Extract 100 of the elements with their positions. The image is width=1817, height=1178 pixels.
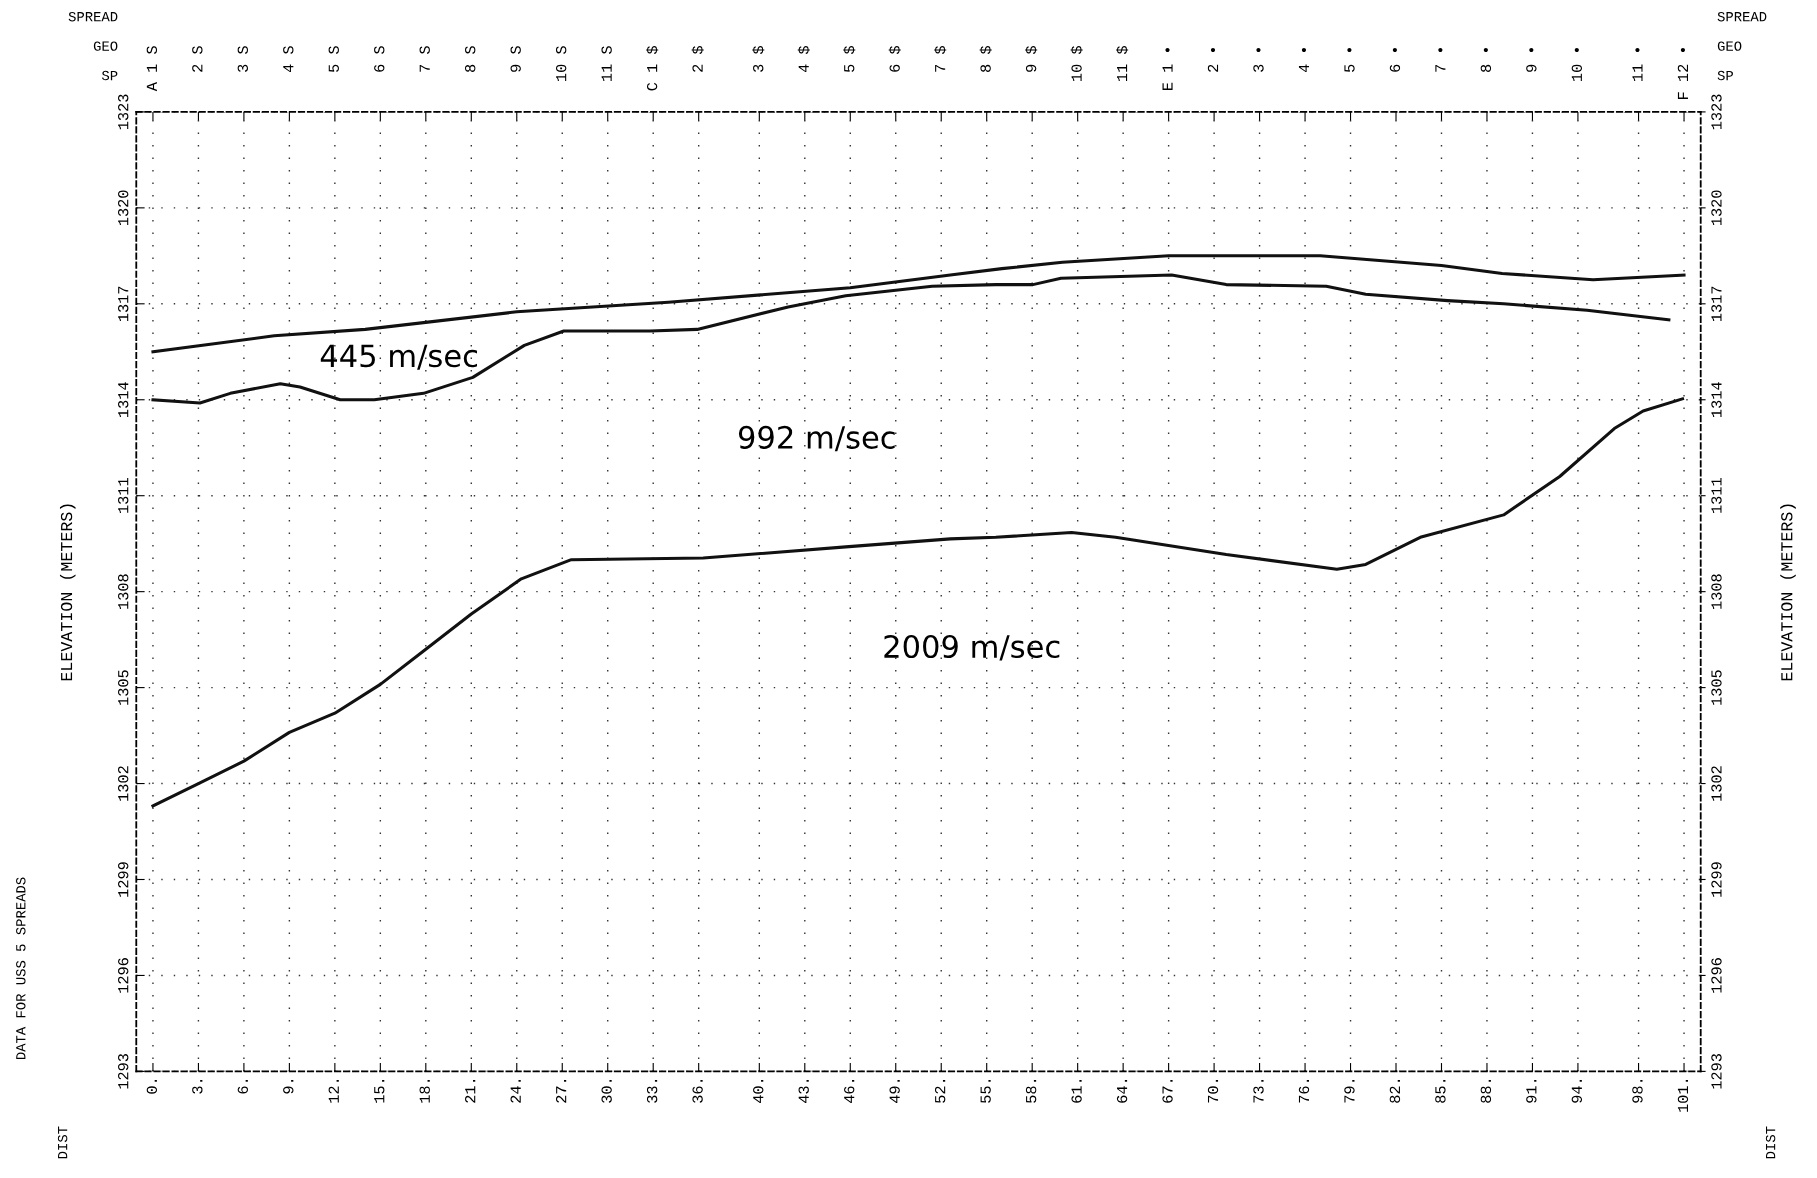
x-tick-label: 52. — [934, 1079, 946, 1103]
x-tick-label: 61. — [1071, 1079, 1082, 1103]
text: 2 • — [1207, 47, 1219, 72]
text: 4 S — [283, 46, 294, 73]
text: 10 $ — [1070, 45, 1083, 81]
text: 2 S — [192, 46, 203, 72]
x-tick-label: 85. — [1435, 1079, 1446, 1103]
x-tick-label: 33. — [646, 1079, 658, 1103]
y-tick-label: 1320 — [118, 190, 129, 226]
y-tick-label: 1293 — [118, 1054, 129, 1089]
y2-tick-label: 1314 — [1711, 382, 1722, 417]
y2-tick-label: 1293 — [1711, 1054, 1722, 1089]
text: 6 S — [374, 46, 385, 72]
x-tick-label: 43. — [798, 1079, 809, 1103]
text: E 1 • — [1162, 47, 1173, 91]
text: 2 $ — [691, 45, 704, 72]
y2-tick-label: 1296 — [1711, 958, 1722, 993]
y2-tick-label: 1302 — [1711, 766, 1722, 801]
text: 9 S — [510, 46, 521, 72]
text: 8 • — [1480, 47, 1492, 72]
text: 11 • — [1632, 47, 1643, 81]
text: C 1 $ — [646, 45, 659, 91]
x-tick-label: 64. — [1116, 1079, 1128, 1103]
x-tick-label: 55. — [980, 1079, 991, 1103]
y-tick-label: 1299 — [118, 862, 129, 897]
x-tick-label: 24. — [510, 1079, 521, 1103]
x-tick-label: 82. — [1389, 1079, 1401, 1103]
text: 8 $ — [979, 45, 992, 72]
y-tick-label: 1314 — [118, 382, 129, 417]
text: GEO — [1717, 41, 1742, 51]
y-tick-label: 1311 — [118, 478, 129, 513]
line-series — [151, 273, 1671, 405]
x-tick-label: 91. — [1526, 1079, 1537, 1103]
text: 3 S — [237, 46, 249, 72]
text: DATA FOR USS 5 SPREADS — [16, 877, 26, 1060]
text: GEO — [93, 41, 118, 51]
text: 9 $ — [1025, 45, 1038, 72]
y-tick-label: 1308 — [118, 574, 129, 609]
x-tick-label: 49. — [889, 1079, 900, 1103]
x-tick-label: 67. — [1162, 1079, 1173, 1103]
x-tick-label: 12. — [328, 1079, 339, 1103]
x-tick-label: 88. — [1480, 1079, 1492, 1103]
x-tick-label: 76. — [1298, 1079, 1310, 1103]
text: 11 $ — [1116, 45, 1129, 81]
y-tick-label: 1302 — [118, 766, 129, 801]
text: DIST — [57, 1126, 68, 1159]
x-tick-label: 58. — [1025, 1079, 1037, 1103]
x-tick-label: 9. — [283, 1079, 294, 1094]
x-tick-label: 27. — [555, 1079, 567, 1103]
text: 7 • — [1435, 47, 1446, 72]
x-tick-label: 3. — [192, 1079, 203, 1094]
y2-tick-label: 1305 — [1711, 670, 1722, 705]
text: SPREAD — [68, 11, 118, 22]
x-tick-label: 18. — [419, 1079, 430, 1103]
y-tick-label: 1305 — [118, 670, 129, 705]
text: 3 $ — [752, 45, 765, 72]
text: 5 • — [1344, 47, 1355, 72]
text: 7 $ — [934, 45, 947, 72]
text: 7 S — [419, 46, 430, 72]
text: 6 $ — [888, 45, 901, 72]
annotation: 992 m/sec — [738, 425, 895, 452]
text: SP — [1717, 70, 1733, 81]
text: 5 $ — [843, 45, 856, 72]
text: 4 • — [1298, 47, 1310, 73]
x-tick-label: 79. — [1344, 1079, 1355, 1103]
text: 5 S — [328, 46, 339, 72]
y-tick-label: 1296 — [118, 958, 129, 993]
text: 3 • — [1253, 47, 1264, 72]
y2-tick-label: 1323 — [1711, 94, 1722, 130]
text: 4 $ — [797, 45, 810, 73]
y2-tick-label: 1299 — [1711, 862, 1722, 897]
y-axis-title: ELEVATION (METERS) — [59, 504, 76, 681]
x-tick-label: 15. — [374, 1079, 385, 1103]
text: SP — [101, 70, 118, 81]
annotation: 445 m/sec — [320, 344, 478, 370]
text: DIST — [1765, 1126, 1776, 1159]
y-tick-label: 1323 — [118, 94, 129, 130]
x-tick-label: 101. — [1677, 1079, 1689, 1112]
text: 9 • — [1526, 47, 1537, 72]
x-tick-label: 40. — [753, 1079, 764, 1103]
x-tick-label: 94. — [1571, 1079, 1583, 1103]
x-tick-label: 36. — [692, 1079, 703, 1103]
x-tick-label: 6. — [237, 1079, 249, 1094]
text: 10 • — [1571, 47, 1583, 81]
x-tick-label: 21. — [465, 1079, 476, 1103]
text: A 1 S — [146, 46, 158, 92]
x-tick-label: 0. — [146, 1079, 158, 1094]
y2-tick-label: 1317 — [1711, 286, 1722, 322]
text: F 12 • — [1677, 47, 1688, 99]
x-tick-label: 46. — [844, 1079, 855, 1103]
y2-axis-title: ELEVATION (METERS) — [1780, 504, 1796, 681]
y2-tick-label: 1311 — [1711, 478, 1722, 513]
y2-tick-label: 1320 — [1711, 190, 1722, 226]
x-tick-label: 70. — [1207, 1079, 1219, 1103]
x-tick-label: 30. — [601, 1079, 612, 1103]
line-series — [151, 397, 1685, 808]
x-tick-label: 73. — [1253, 1079, 1264, 1103]
text: 10 S — [555, 46, 567, 81]
text: 11 S — [601, 46, 612, 81]
text: 6 • — [1389, 47, 1401, 72]
